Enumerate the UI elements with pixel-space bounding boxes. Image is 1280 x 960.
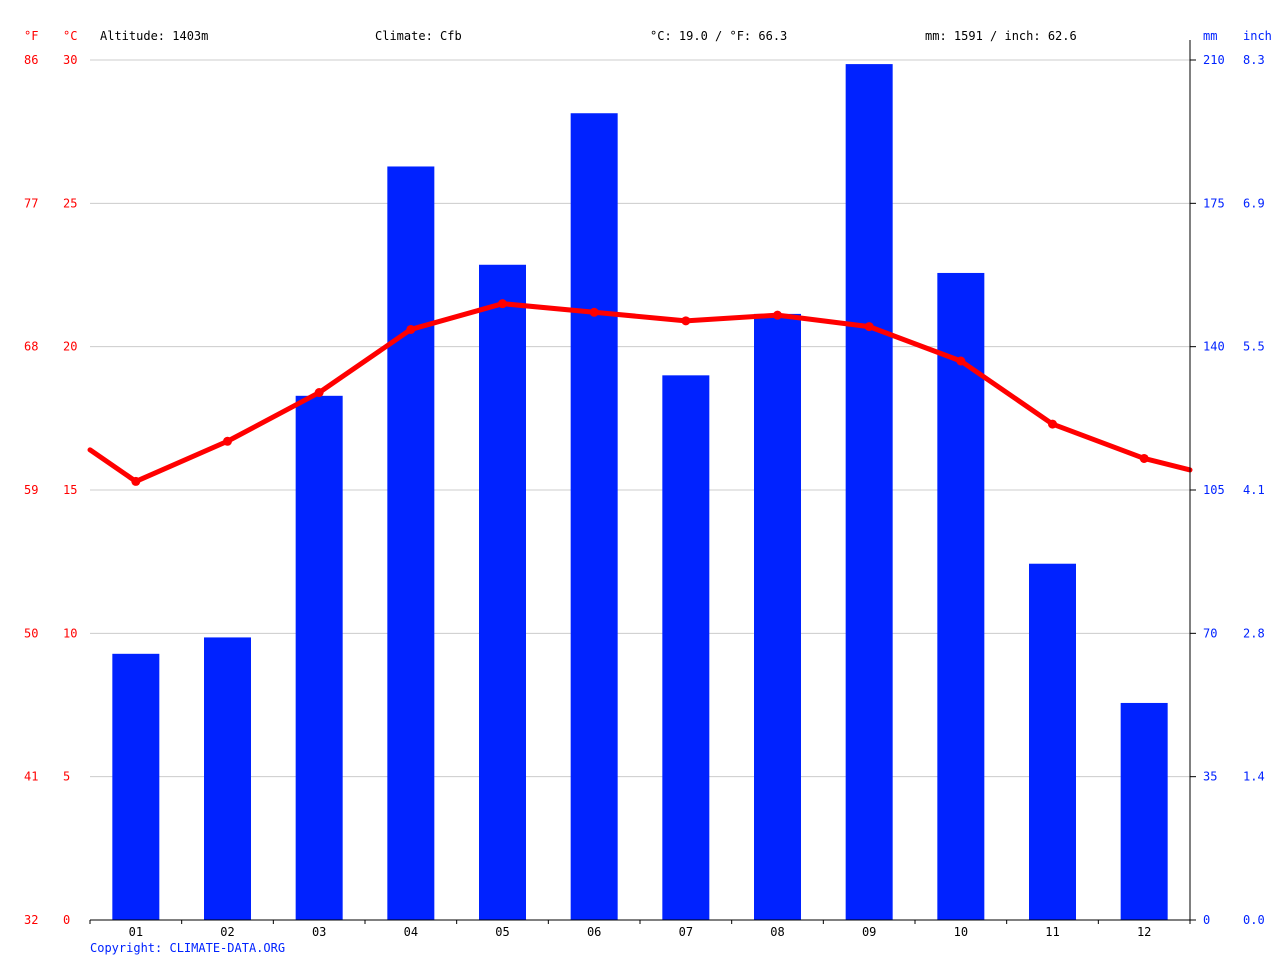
y-tick-label-mm: 0: [1203, 913, 1210, 927]
y-tick-label-fahrenheit: 86: [24, 53, 38, 67]
temperature-point: [589, 307, 599, 317]
unit-fahrenheit-label: °F: [24, 29, 38, 43]
y-tick-label-fahrenheit: 59: [24, 483, 38, 497]
x-tick-label: 07: [679, 925, 693, 939]
y-tick-label-fahrenheit: 41: [24, 770, 38, 784]
x-tick-label: 02: [220, 925, 234, 939]
y-tick-label-inch: 5.5: [1243, 340, 1265, 354]
y-tick-label-mm: 35: [1203, 770, 1217, 784]
temperature-series-line: [87, 301, 1193, 484]
precipitation-bar: [662, 375, 710, 920]
climate-label: Climate: Cfb: [375, 29, 462, 43]
temperature-point: [498, 299, 507, 309]
y-tick-label-celsius: 15: [63, 483, 77, 497]
y-tick-label-fahrenheit: 68: [24, 340, 38, 354]
x-tick-label: 05: [495, 925, 509, 939]
temperature-line: [87, 299, 1193, 486]
y-tick-label-mm: 70: [1203, 626, 1217, 640]
unit-inch-label: inch: [1243, 29, 1272, 43]
y-tick-label-inch: 0.0: [1243, 913, 1265, 927]
unit-mm-label: mm: [1203, 29, 1217, 43]
precip-total-label: mm: 1591 / inch: 62.6: [925, 29, 1077, 43]
y-tick-label-inch: 2.8: [1243, 626, 1265, 640]
temperature-point: [131, 476, 141, 486]
temperature-point: [864, 322, 874, 332]
precipitation-bar: [1120, 702, 1168, 920]
y-tick-label-celsius: 10: [63, 626, 77, 640]
precipitation-bar: [295, 395, 343, 920]
temperature-point: [773, 310, 782, 320]
unit-celsius-label: °C: [63, 29, 77, 43]
y-tick-label-inch: 6.9: [1243, 196, 1265, 210]
x-tick-label: 06: [587, 925, 601, 939]
precipitation-bar: [937, 272, 985, 920]
x-tick-label: 12: [1137, 925, 1151, 939]
y-tick-label-inch: 4.1: [1243, 483, 1265, 497]
temperature-point: [1048, 419, 1057, 429]
tick-labels: 32 0 0 0.0 41 5 35 1.4 50 10 70 2.8 59 15 105 4.1 68 20 14…: [24, 53, 1265, 939]
y-tick-label-mm: 210: [1203, 53, 1225, 67]
y-tick-label-inch: 8.3: [1243, 53, 1265, 67]
precipitation-bar: [1029, 563, 1076, 920]
y-tick-label-mm: 175: [1203, 196, 1225, 210]
copyright-link[interactable]: Copyright: CLIMATE-DATA.ORG: [90, 941, 285, 955]
temperature-point: [1139, 453, 1149, 463]
avg-temp-label: °C: 19.0 / °F: 66.3: [650, 29, 787, 43]
y-tick-label-mm: 105: [1203, 483, 1225, 497]
precipitation-bar: [754, 313, 801, 920]
x-tick-label: 11: [1045, 925, 1059, 939]
temperature-point: [406, 324, 416, 334]
y-tick-label-celsius: 0: [63, 913, 70, 927]
x-tick-label: 10: [954, 925, 968, 939]
temperature-point: [223, 436, 232, 446]
y-tick-label-mm: 140: [1203, 340, 1225, 354]
precipitation-bar: [112, 653, 160, 920]
x-tick-label: 08: [770, 925, 784, 939]
y-tick-label-inch: 1.4: [1243, 770, 1265, 784]
precipitation-bar: [387, 166, 435, 920]
precipitation-bar: [204, 637, 251, 920]
temperature-point: [314, 388, 324, 398]
x-tick-label: 04: [404, 925, 418, 939]
temperature-point: [681, 316, 691, 326]
gridlines: [89, 59, 1196, 924]
x-tick-label: 01: [129, 925, 143, 939]
precipitation-bar: [845, 64, 893, 921]
altitude-label: Altitude: 1403m: [100, 29, 208, 43]
precipitation-bar: [570, 113, 618, 920]
x-tick-label: 09: [862, 925, 876, 939]
precipitation-bar: [479, 264, 526, 920]
axes: [90, 40, 1191, 921]
y-tick-label-fahrenheit: 32: [24, 913, 38, 927]
temperature-point: [956, 356, 966, 366]
y-tick-label-celsius: 5: [63, 770, 70, 784]
y-tick-label-celsius: 20: [63, 340, 77, 354]
y-tick-label-fahrenheit: 77: [24, 196, 38, 210]
x-tick-label: 03: [312, 925, 326, 939]
y-tick-label-fahrenheit: 50: [24, 626, 38, 640]
y-tick-label-celsius: 30: [63, 53, 77, 67]
y-tick-label-celsius: 25: [63, 196, 77, 210]
precipitation-bars: [112, 64, 1168, 921]
